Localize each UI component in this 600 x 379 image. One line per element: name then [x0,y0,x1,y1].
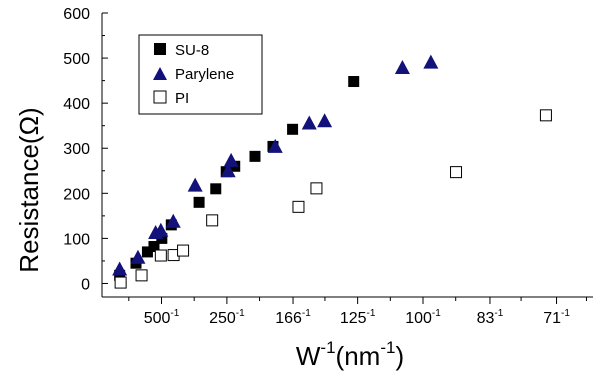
y-tick-label: 100 [63,231,90,248]
y-axis-title: Resistance(Ω) [14,107,44,272]
legend: SU-8 Parylene PI [138,34,263,115]
y-tick-label: 300 [63,141,90,158]
x-axis-title-unit-sup: -1 [380,338,395,357]
data-point-pi [292,200,305,213]
data-point-parylene [112,261,128,276]
data-point-su-8 [148,241,160,253]
legend-marker-su8 [154,43,166,55]
y-tick-label: 0 [81,276,90,293]
x-axis-title-base: W [296,341,321,371]
data-point-parylene [165,213,181,228]
data-point-su-8 [348,76,360,88]
legend-label-pi: PI [175,90,189,107]
data-point-parylene [394,59,410,74]
x-tick-label: 83-1 [477,308,504,327]
data-point-su-8 [193,196,205,208]
data-point-pi [135,269,148,282]
data-point-su-8 [287,123,299,135]
x-axis-title: W-1(nm-1) [296,338,404,371]
data-point-pi [177,244,190,257]
data-point-parylene [220,163,236,178]
data-point-su-8 [210,183,222,195]
y-tick-label: 400 [63,96,90,113]
x-axis-title-unit: (nm [336,341,381,371]
legend-marker-parylene [153,67,167,80]
x-axis-ticks: 500-1 250-1 166-1 125-1 100-1 83-1 71-1 [128,297,587,327]
x-axis-title-sup: -1 [320,338,335,357]
data-point-su-8 [249,150,261,162]
y-tick-label: 200 [63,186,90,203]
data-point-parylene [223,152,239,167]
data-point-parylene [317,113,333,128]
x-tick-label: 125-1 [340,308,376,327]
data-point-parylene [267,138,283,153]
data-point-parylene [153,222,169,237]
x-tick-label: 250-1 [209,308,245,327]
data-point-pi [206,214,219,227]
data-point-su-8 [141,246,153,258]
data-point-pi [114,276,127,289]
data-point-pi [539,109,552,122]
x-tick-label: 166-1 [275,308,311,327]
data-point-pi [154,249,167,262]
data-point-parylene [187,177,203,192]
data-point-parylene [130,249,146,264]
x-axis-title-close: ) [395,341,404,371]
x-tick-label: 71-1 [543,308,570,327]
x-tick-label: 500-1 [144,308,180,327]
y-axis-ticks: 0 100 200 300 400 500 600 [63,6,108,293]
data-point-parylene [301,115,317,130]
data-points [112,54,552,289]
legend-label-parylene: Parylene [175,66,234,83]
x-tick-label: 100-1 [405,308,441,327]
legend-box [138,34,263,115]
legend-label-su8: SU-8 [175,42,209,59]
data-point-parylene [423,54,439,69]
y-tick-label: 600 [63,6,90,23]
plot-frame [101,13,593,298]
legend-marker-pi [153,90,167,104]
y-tick-label: 500 [63,51,90,68]
data-point-pi [310,182,323,195]
data-point-pi [450,166,463,179]
